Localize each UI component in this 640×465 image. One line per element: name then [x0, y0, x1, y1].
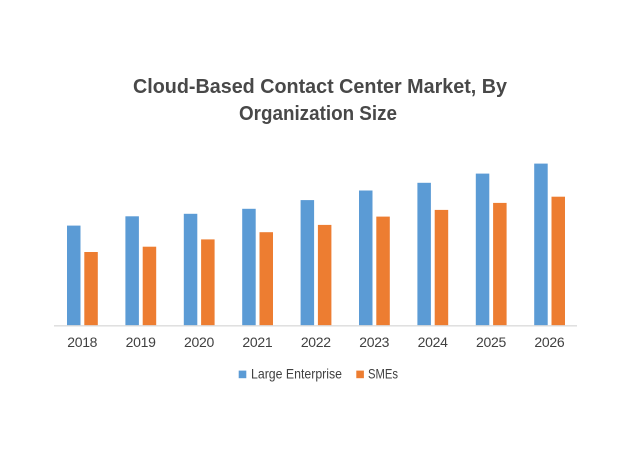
svg-text:2019: 2019 [126, 334, 156, 350]
svg-text:2022: 2022 [301, 334, 331, 350]
svg-text:Cloud-Based Contact Center Mar: Cloud-Based Contact Center Market, By [133, 76, 508, 98]
svg-text:2023: 2023 [359, 334, 389, 350]
svg-text:Organization Size: Organization Size [239, 103, 397, 125]
svg-text:2025: 2025 [476, 334, 506, 350]
svg-text:2018: 2018 [67, 334, 97, 350]
svg-text:Large Enterprise: Large Enterprise [251, 366, 342, 382]
svg-text:SMEs: SMEs [368, 366, 398, 382]
svg-text:2021: 2021 [242, 334, 272, 350]
svg-text:2020: 2020 [184, 334, 214, 350]
svg-text:2026: 2026 [534, 334, 564, 350]
svg-text:2024: 2024 [418, 334, 448, 350]
